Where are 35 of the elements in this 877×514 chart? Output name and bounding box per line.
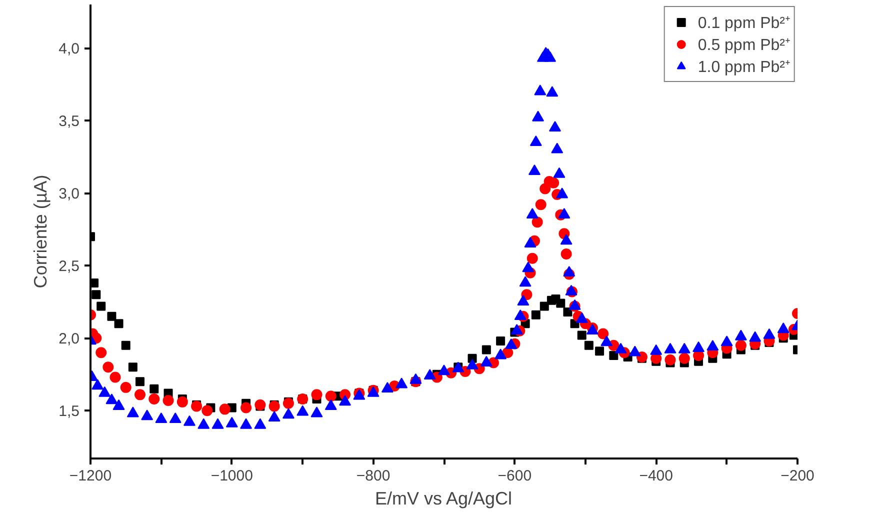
point — [114, 319, 124, 328]
point — [135, 377, 144, 386]
x-tick-label: −200 — [780, 468, 814, 484]
y-axis-title: Corriente (µA) — [30, 174, 51, 288]
point — [107, 312, 116, 321]
legend-label: 1.0 ppm Pb²⁺ — [698, 58, 790, 77]
point — [121, 340, 130, 350]
point — [563, 308, 572, 316]
y-tick-label: 2,0 — [58, 330, 80, 348]
legend-label: 0.5 ppm Pb²⁺ — [698, 36, 790, 55]
point — [609, 351, 618, 360]
point — [584, 340, 594, 350]
x-tick-label: −1000 — [210, 468, 253, 484]
y-tick-label: 2,5 — [58, 258, 80, 276]
point — [482, 345, 491, 354]
point — [496, 336, 506, 346]
y-tick-label: 3,5 — [58, 113, 80, 130]
point — [556, 298, 566, 308]
point — [150, 384, 159, 394]
x-tick-label: −800 — [356, 468, 390, 484]
y-tick-label: 3,0 — [58, 186, 80, 203]
point — [92, 290, 101, 300]
point — [128, 362, 138, 372]
x-tick-label: −600 — [498, 468, 532, 484]
x-axis-title: E/mV vs Ag/AgCl — [374, 488, 512, 508]
point — [595, 346, 604, 356]
point — [577, 330, 586, 340]
x-tick-label: −1200 — [69, 468, 112, 484]
point — [531, 310, 540, 320]
point — [96, 302, 106, 311]
point — [540, 302, 549, 311]
y-tick-label: 1,5 — [58, 403, 80, 420]
y-tick-label: 4,0 — [58, 40, 80, 58]
x-tick-label: −400 — [639, 468, 674, 484]
legend-label: 0.1 ppm Pb²⁺ — [698, 14, 790, 33]
